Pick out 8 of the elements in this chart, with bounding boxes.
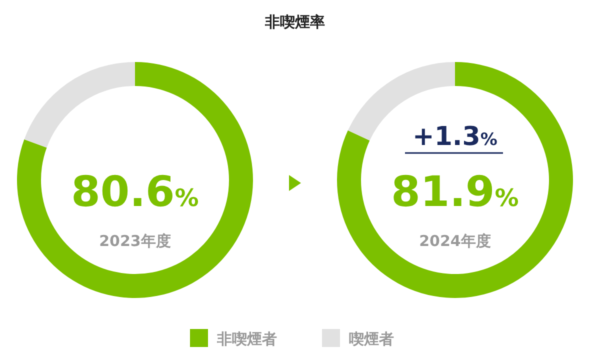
legend-label: 非喫煙者 xyxy=(216,330,277,348)
text: 2023年度 xyxy=(99,232,171,250)
legend-label: 喫煙者 xyxy=(349,330,394,348)
text: 非喫煙率 xyxy=(264,13,325,31)
text: +1.3% xyxy=(412,122,498,152)
text: 80.6% xyxy=(71,167,199,216)
text: 2024年度 xyxy=(419,232,491,250)
text: 81.9% xyxy=(391,167,519,216)
